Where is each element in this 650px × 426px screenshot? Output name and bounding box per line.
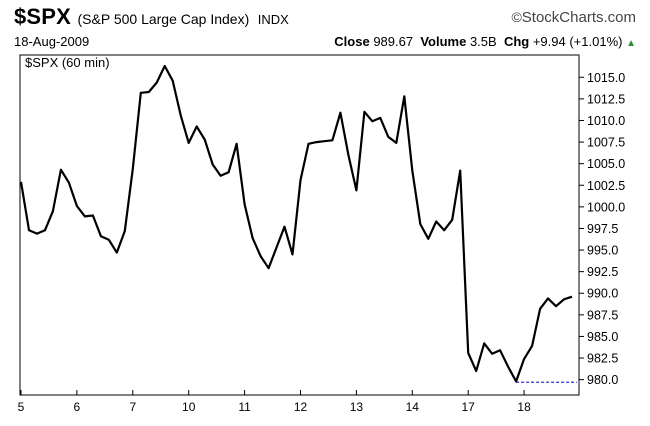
y-tick-label: 1002.5 (587, 179, 625, 193)
y-tick-label: 1015.0 (587, 71, 625, 85)
x-tick-label: 11 (238, 400, 251, 414)
volume-value: 3.5B (469, 34, 497, 49)
y-tick-label: 1007.5 (587, 136, 625, 150)
chart-header: $SPX (S&P 500 Large Cap Index) INDX ©Sto… (14, 4, 636, 30)
brand-logo[interactable]: ©StockCharts.com (511, 9, 636, 26)
y-tick-label: 1010.0 (587, 114, 625, 128)
x-tick-label: 5 (18, 400, 25, 414)
x-tick-label: 17 (462, 400, 476, 414)
index-name: (S&P 500 Large Cap Index) (77, 11, 250, 27)
close-label: Close (334, 34, 370, 49)
x-tick-label: 13 (350, 400, 364, 414)
plot-frame (19, 54, 580, 396)
symbol: $SPX (14, 4, 72, 29)
brand-name: StockCharts.com (521, 9, 636, 26)
exchange: INDX (257, 12, 289, 27)
price-line (19, 64, 573, 383)
y-axis: 1015.0 1012.5 1010.0 1007.5 1005.0 1002.5 1000… (579, 71, 625, 387)
y-tick-label: 990.0 (587, 287, 618, 301)
plot-border (19, 54, 580, 396)
quote-summary: Close 989.67 Volume 3.5B Chg +9.94 (+1.0… (334, 34, 636, 49)
quote-date: 18-Aug-2009 (14, 34, 90, 49)
close-value: 989.67 (373, 34, 414, 49)
plot-area (19, 64, 577, 383)
y-tick-label: 1005.0 (587, 157, 625, 171)
copyright-icon: © (511, 9, 522, 25)
y-tick-label: 982.5 (587, 352, 618, 366)
chart-legend: $SPX (60 min) (25, 55, 110, 70)
x-tick-label: 14 (406, 400, 420, 414)
y-tick-label: 1012.5 (587, 92, 625, 106)
y-tick-label: 995.0 (587, 244, 618, 258)
x-tick-label: 6 (74, 400, 81, 414)
quote-bar: 18-Aug-2009 Close 989.67 Volume 3.5B Chg… (14, 34, 636, 50)
x-axis: 5 6 7 10 11 12 13 14 17 18 (18, 390, 531, 414)
y-tick-label: 980.0 (587, 373, 618, 387)
x-tick-label: 18 (517, 400, 531, 414)
y-tick-label: 997.5 (587, 222, 618, 236)
chg-label: Chg (503, 34, 530, 49)
y-tick-label: 1000.0 (587, 200, 625, 214)
chg-value: +9.94 (+1.01%) (532, 34, 623, 49)
x-tick-label: 7 (129, 400, 136, 414)
x-tick-label: 10 (182, 400, 196, 414)
y-tick-label: 992.5 (587, 265, 618, 279)
y-tick-label: 985.0 (587, 330, 618, 344)
y-tick-label: 987.5 (587, 308, 618, 322)
x-tick-label: 12 (294, 400, 308, 414)
volume-label: Volume (420, 34, 467, 49)
up-arrow-icon: ▲ (626, 38, 636, 49)
